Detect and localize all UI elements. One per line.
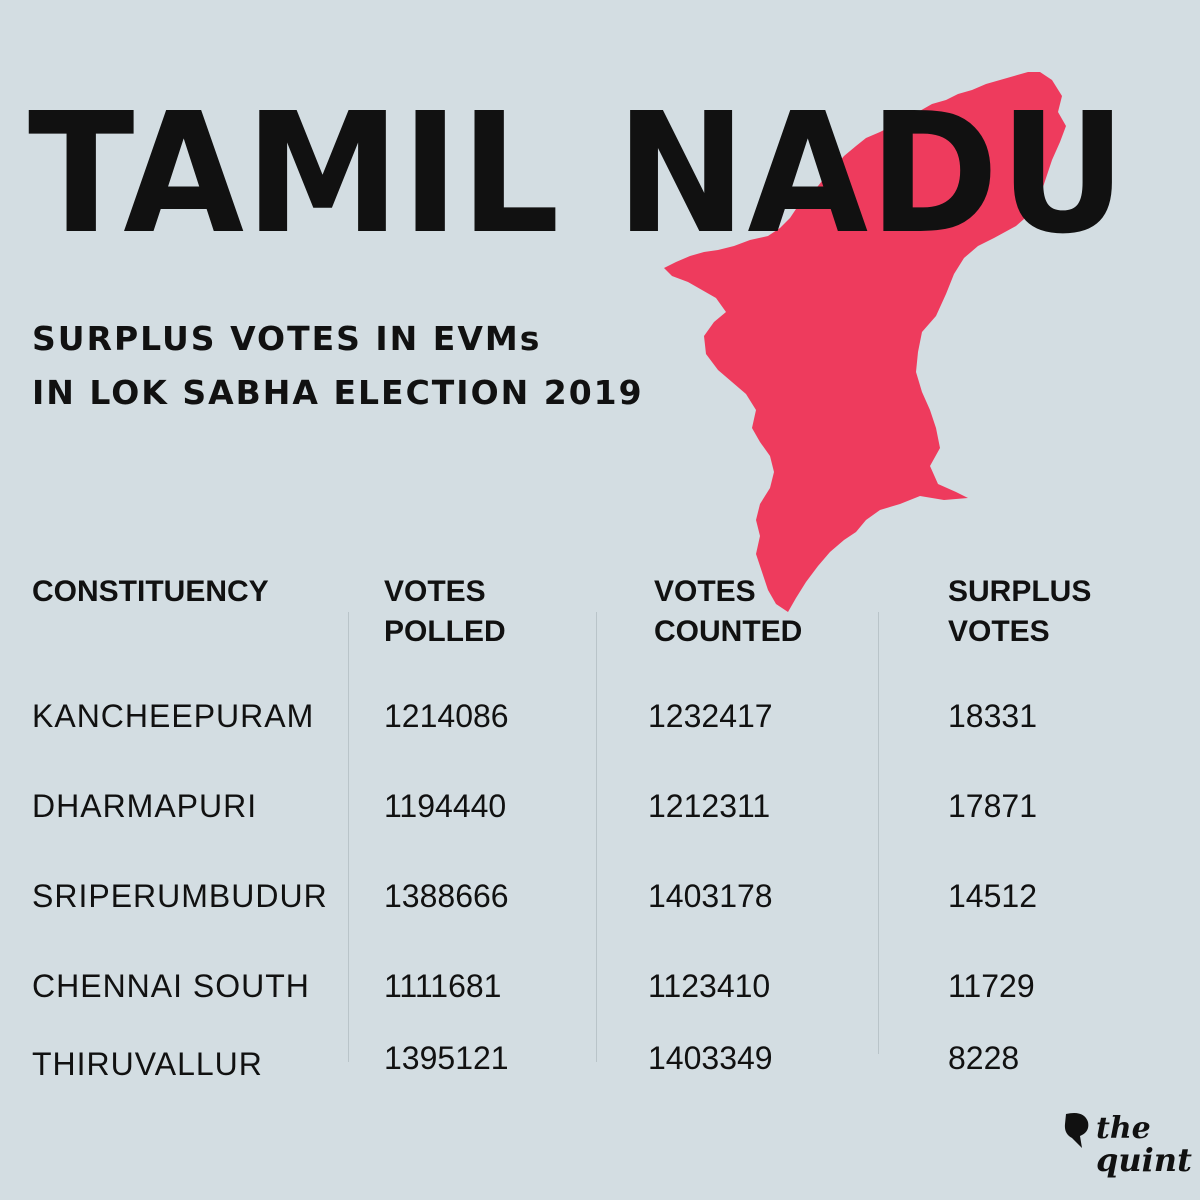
the-quint-logo: the quint <box>1062 1104 1192 1184</box>
logo-word-quint: quint <box>1096 1141 1192 1179</box>
header-surplus-votes-line2: VOTES <box>948 615 1050 648</box>
row-2-constituency: DHARMAPURI <box>32 788 258 824</box>
header-votes-polled-line2: POLLED <box>384 615 506 648</box>
row-1-votes-counted: 1232417 <box>648 698 773 734</box>
row-1-surplus-votes: 18331 <box>948 698 1037 734</box>
header-constituency-label: CONSTITUENCY <box>32 575 269 608</box>
row-4-votes-counted: 1123410 <box>648 968 771 1004</box>
row-1-votes-polled: 1214086 <box>384 698 509 734</box>
row-3-votes-counted: 1403178 <box>648 878 773 914</box>
column-divider <box>878 612 879 1054</box>
row-5-surplus-votes: 8228 <box>948 1040 1020 1076</box>
row-3-constituency: SRIPERUMBUDUR <box>32 878 328 914</box>
subtitle-line-1: SURPLUS VOTES IN EVMs <box>32 319 542 358</box>
header-votes-counted-line1: VOTES <box>654 575 756 608</box>
row-5-constituency: THIRUVALLUR <box>32 1046 263 1082</box>
header-votes-polled-line1: VOTES <box>384 575 486 608</box>
header-votes-counted: VOTES COUNTED <box>654 572 802 652</box>
header-surplus-votes: SURPLUS VOTES <box>948 572 1091 652</box>
header-surplus-votes-line1: SURPLUS <box>948 575 1092 608</box>
row-3-surplus-votes: 14512 <box>948 878 1037 914</box>
row-4-surplus-votes: 11729 <box>948 968 1035 1004</box>
header-votes-polled: VOTES POLLED <box>384 572 506 652</box>
header-votes-counted-line2: COUNTED <box>654 615 803 648</box>
subtitle-line-2: IN LOK SABHA ELECTION 2019 <box>32 373 644 412</box>
row-4-votes-polled: 1111681 <box>384 968 502 1004</box>
quote-mark-icon <box>1064 1113 1089 1148</box>
header-constituency: CONSTITUENCY <box>32 572 269 612</box>
page-title: TAMIL NADU <box>28 78 1128 271</box>
row-4-constituency: CHENNAI SOUTH <box>32 968 310 1004</box>
row-5-votes-counted: 1403349 <box>648 1040 773 1076</box>
row-2-surplus-votes: 17871 <box>948 788 1037 824</box>
logo-word-the: the <box>1096 1111 1151 1146</box>
column-divider <box>596 612 597 1062</box>
row-3-votes-polled: 1388666 <box>384 878 509 914</box>
row-1-constituency: KANCHEEPURAM <box>32 698 315 734</box>
subtitle: SURPLUS VOTES IN EVMs IN LOK SABHA ELECT… <box>32 312 644 420</box>
row-5-votes-polled: 1395121 <box>384 1040 509 1076</box>
row-2-votes-counted: 1212311 <box>648 788 771 824</box>
column-divider <box>348 612 349 1062</box>
row-2-votes-polled: 1194440 <box>384 788 507 824</box>
tamil-nadu-state-shape <box>664 72 1066 612</box>
